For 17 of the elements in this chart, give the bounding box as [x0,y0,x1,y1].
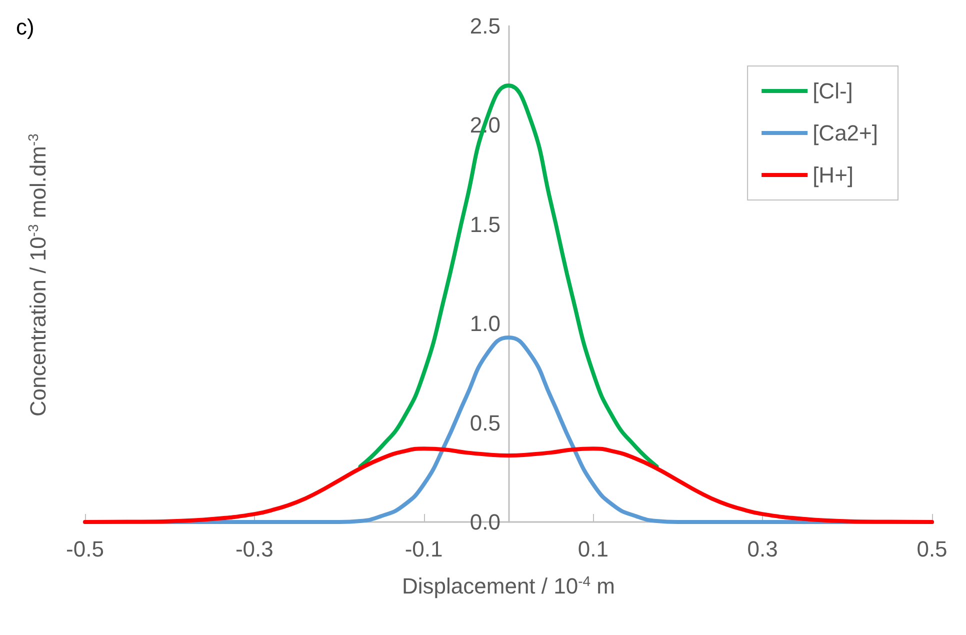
text: c) [16,14,34,40]
y-tick-label: 1.0 [470,311,500,336]
line-series [358,84,659,468]
y-tick-label: 2.5 [470,14,500,38]
x-tick-label: 0.3 [747,536,778,562]
y-tick-label: 1.5 [470,212,500,237]
x-tick-label: 0.5 [916,536,948,562]
legend-label: [H+] [812,162,854,188]
legend-label: [Cl-] [812,78,853,104]
y-tick-label: 0.5 [470,410,500,436]
legend-label: [Ca2+] [812,120,878,146]
x-tick-label: -0.5 [66,536,104,562]
x-tick-label: 0.1 [578,536,608,562]
x-tick-label: -0.1 [404,536,443,562]
x-tick-label: -0.3 [235,536,274,562]
y-axis-title: Concentration / 10-3 mol.dm-3 [25,133,50,416]
y-tick-label: 0.0 [470,510,500,534]
